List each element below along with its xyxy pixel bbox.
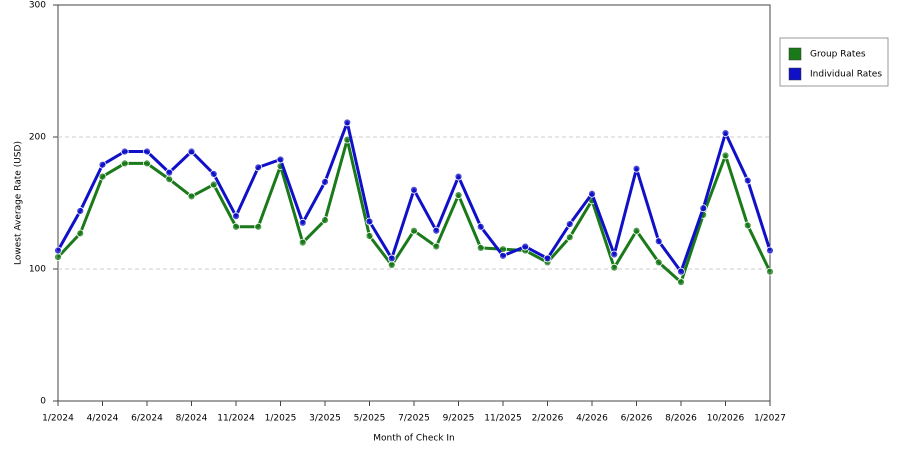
data-point <box>165 175 174 184</box>
data-point <box>543 254 552 263</box>
x-tick-label: 1/2027 <box>754 414 786 424</box>
data-point <box>254 222 263 231</box>
data-point <box>743 221 752 230</box>
data-point <box>610 250 619 259</box>
series-line <box>56 138 772 284</box>
x-tick-label: 1/2025 <box>265 414 297 424</box>
x-tick-label: 5/2025 <box>354 414 386 424</box>
data-point <box>98 160 107 169</box>
data-point <box>410 185 418 194</box>
data-point <box>721 129 730 137</box>
data-point <box>454 191 463 199</box>
data-point <box>98 172 107 181</box>
x-tick-label: 7/2025 <box>398 414 430 424</box>
legend-label: Group Rates <box>810 50 866 60</box>
data-point <box>410 226 418 235</box>
data-point <box>209 180 218 189</box>
data-point <box>632 226 641 235</box>
data-point <box>298 238 307 247</box>
data-point <box>632 164 641 173</box>
data-point <box>454 172 463 181</box>
x-tick-label: 6/2024 <box>131 414 163 424</box>
data-point <box>588 189 596 198</box>
data-point <box>654 237 663 246</box>
data-point <box>499 251 507 260</box>
data-point <box>321 216 329 225</box>
data-point <box>365 217 374 226</box>
data-point <box>721 151 730 160</box>
data-point <box>387 261 396 269</box>
data-point <box>54 246 62 255</box>
data-point <box>677 278 685 287</box>
y-tick-label: 100 <box>29 265 46 275</box>
legend-swatch <box>788 67 802 81</box>
data-point <box>365 232 374 240</box>
data-point <box>232 212 240 221</box>
y-axis-title: Lowest Average Rate (USD) <box>14 141 24 265</box>
data-point <box>432 242 441 251</box>
data-point <box>165 168 174 177</box>
data-point <box>521 242 530 251</box>
data-point <box>120 159 129 168</box>
data-point <box>476 243 485 252</box>
data-point <box>209 170 218 178</box>
data-point <box>610 263 619 272</box>
data-point <box>654 258 663 267</box>
data-point <box>387 254 396 263</box>
x-tick-label: 2/2026 <box>532 414 564 424</box>
y-tick-label: 0 <box>40 397 46 407</box>
plot-frame <box>57 4 771 402</box>
data-point <box>76 207 85 215</box>
x-axis-title: Month of Check In <box>373 434 455 444</box>
legend-label: Individual Rates <box>810 70 882 80</box>
x-tick-label: 10/2026 <box>707 414 745 424</box>
data-point <box>187 147 196 156</box>
data-point <box>321 177 329 186</box>
x-tick-label: 4/2024 <box>87 414 119 424</box>
x-tick-label: 8/2026 <box>665 414 697 424</box>
x-tick-label: 3/2025 <box>309 414 341 424</box>
y-tick-label: 300 <box>29 1 46 11</box>
data-point <box>187 192 196 201</box>
data-point <box>565 220 574 229</box>
data-point <box>298 218 307 227</box>
data-point <box>743 176 752 185</box>
legend-swatch <box>788 47 802 61</box>
series-line <box>56 120 772 274</box>
data-point <box>120 147 129 156</box>
data-point <box>343 118 352 127</box>
data-point <box>54 253 62 262</box>
data-point <box>76 229 85 238</box>
data-point <box>143 147 151 156</box>
data-point <box>254 163 263 172</box>
data-point <box>565 233 574 242</box>
data-point <box>766 267 774 276</box>
x-tick-label: 9/2025 <box>443 414 475 424</box>
x-tick-label: 6/2026 <box>621 414 653 424</box>
data-point <box>232 222 240 231</box>
y-tick-label: 200 <box>29 133 46 143</box>
x-tick-label: 1/2024 <box>42 414 74 424</box>
x-tick-label: 8/2024 <box>176 414 208 424</box>
data-point <box>766 246 774 255</box>
x-tick-label: 4/2026 <box>576 414 608 424</box>
data-point <box>476 222 485 231</box>
x-tick-label: 11/2024 <box>217 414 255 424</box>
data-point <box>432 226 441 235</box>
x-tick-label: 11/2025 <box>484 414 521 424</box>
data-point <box>143 159 151 168</box>
data-point <box>276 155 285 164</box>
data-point <box>677 267 685 276</box>
data-point <box>699 204 708 213</box>
